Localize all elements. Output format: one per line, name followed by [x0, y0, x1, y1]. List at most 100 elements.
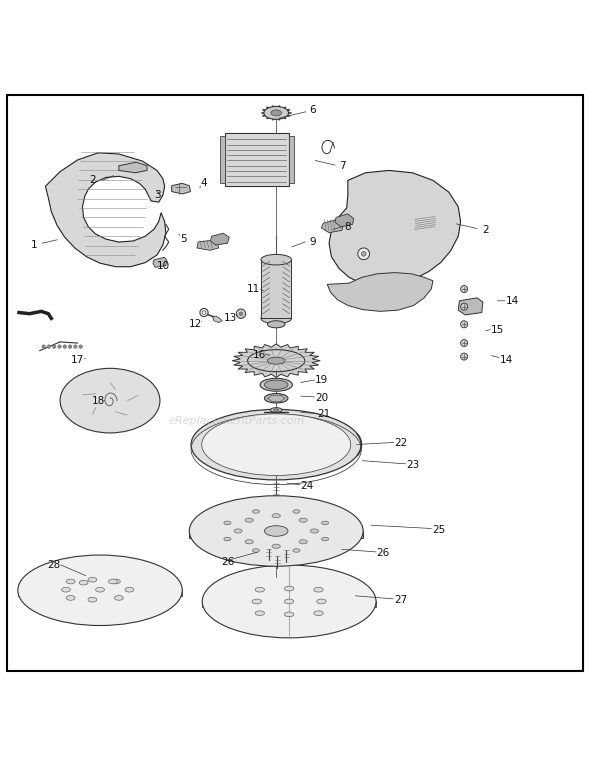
- Ellipse shape: [264, 106, 289, 119]
- FancyBboxPatch shape: [225, 133, 289, 186]
- Circle shape: [68, 345, 72, 349]
- Circle shape: [79, 345, 83, 349]
- Ellipse shape: [88, 578, 97, 582]
- Circle shape: [200, 309, 208, 316]
- Text: eReplacementParts.com: eReplacementParts.com: [168, 416, 304, 426]
- Ellipse shape: [114, 596, 123, 601]
- Polygon shape: [261, 260, 291, 319]
- Circle shape: [53, 345, 56, 349]
- Polygon shape: [322, 220, 343, 233]
- Ellipse shape: [125, 588, 134, 592]
- Text: 10: 10: [156, 260, 169, 270]
- Ellipse shape: [245, 518, 253, 522]
- Ellipse shape: [255, 588, 264, 592]
- Polygon shape: [18, 591, 182, 596]
- Ellipse shape: [248, 349, 305, 372]
- Ellipse shape: [314, 588, 323, 592]
- Polygon shape: [458, 298, 483, 315]
- Text: 4: 4: [201, 178, 207, 188]
- Ellipse shape: [224, 521, 231, 525]
- Ellipse shape: [264, 394, 288, 403]
- Ellipse shape: [284, 599, 294, 604]
- Text: 14: 14: [506, 296, 519, 306]
- Polygon shape: [153, 257, 167, 267]
- Ellipse shape: [96, 588, 104, 592]
- Ellipse shape: [60, 368, 160, 433]
- Ellipse shape: [202, 414, 350, 476]
- Text: 27: 27: [394, 595, 407, 605]
- Text: 3: 3: [153, 190, 160, 200]
- Text: 19: 19: [315, 375, 328, 385]
- Ellipse shape: [274, 409, 278, 411]
- Polygon shape: [220, 136, 225, 183]
- Ellipse shape: [88, 597, 97, 602]
- Circle shape: [358, 248, 369, 260]
- Ellipse shape: [272, 544, 280, 548]
- Circle shape: [239, 312, 242, 316]
- Text: 6: 6: [309, 105, 316, 115]
- Ellipse shape: [224, 537, 231, 541]
- Polygon shape: [327, 273, 433, 311]
- Text: 1: 1: [30, 240, 37, 250]
- Text: 22: 22: [394, 438, 407, 448]
- Text: 7: 7: [339, 161, 345, 171]
- Text: 17: 17: [71, 355, 84, 365]
- Ellipse shape: [322, 521, 329, 525]
- Polygon shape: [172, 183, 191, 194]
- Ellipse shape: [202, 565, 376, 638]
- Ellipse shape: [191, 409, 361, 480]
- Ellipse shape: [261, 254, 291, 265]
- Circle shape: [461, 353, 468, 360]
- Polygon shape: [213, 316, 222, 322]
- Text: 16: 16: [253, 350, 267, 360]
- Text: 14: 14: [500, 355, 513, 365]
- Text: 5: 5: [180, 234, 187, 244]
- Polygon shape: [289, 136, 294, 183]
- Text: 25: 25: [432, 525, 445, 535]
- Ellipse shape: [317, 599, 326, 604]
- Ellipse shape: [260, 378, 293, 391]
- Text: 12: 12: [189, 319, 202, 329]
- Ellipse shape: [299, 518, 307, 522]
- Ellipse shape: [310, 529, 319, 533]
- Ellipse shape: [284, 612, 294, 617]
- Ellipse shape: [79, 581, 88, 585]
- Text: 9: 9: [309, 237, 316, 247]
- Circle shape: [47, 345, 51, 349]
- Ellipse shape: [234, 529, 242, 533]
- Ellipse shape: [267, 357, 285, 364]
- Circle shape: [202, 311, 206, 314]
- Circle shape: [461, 321, 468, 328]
- Circle shape: [461, 339, 468, 346]
- Ellipse shape: [272, 514, 280, 518]
- Text: 18: 18: [91, 395, 105, 406]
- Ellipse shape: [61, 588, 70, 592]
- Ellipse shape: [322, 537, 329, 541]
- Circle shape: [461, 303, 468, 310]
- Circle shape: [361, 251, 366, 256]
- Polygon shape: [197, 241, 219, 250]
- Text: 15: 15: [491, 325, 504, 336]
- Polygon shape: [119, 162, 147, 173]
- Ellipse shape: [261, 313, 291, 324]
- Polygon shape: [232, 344, 320, 378]
- Ellipse shape: [270, 408, 282, 412]
- Text: 24: 24: [300, 481, 313, 491]
- Polygon shape: [45, 152, 166, 267]
- Ellipse shape: [264, 525, 288, 536]
- Circle shape: [461, 286, 468, 293]
- Ellipse shape: [255, 611, 264, 616]
- Polygon shape: [335, 214, 354, 227]
- Ellipse shape: [18, 555, 182, 626]
- Polygon shape: [211, 234, 230, 245]
- Text: 2: 2: [483, 225, 489, 235]
- Text: 26: 26: [376, 548, 390, 558]
- Ellipse shape: [252, 599, 261, 604]
- Ellipse shape: [293, 509, 300, 513]
- Ellipse shape: [267, 321, 285, 328]
- Circle shape: [236, 309, 245, 319]
- Ellipse shape: [271, 110, 281, 116]
- Text: 23: 23: [406, 460, 419, 470]
- Text: 8: 8: [345, 222, 351, 232]
- Ellipse shape: [264, 380, 288, 389]
